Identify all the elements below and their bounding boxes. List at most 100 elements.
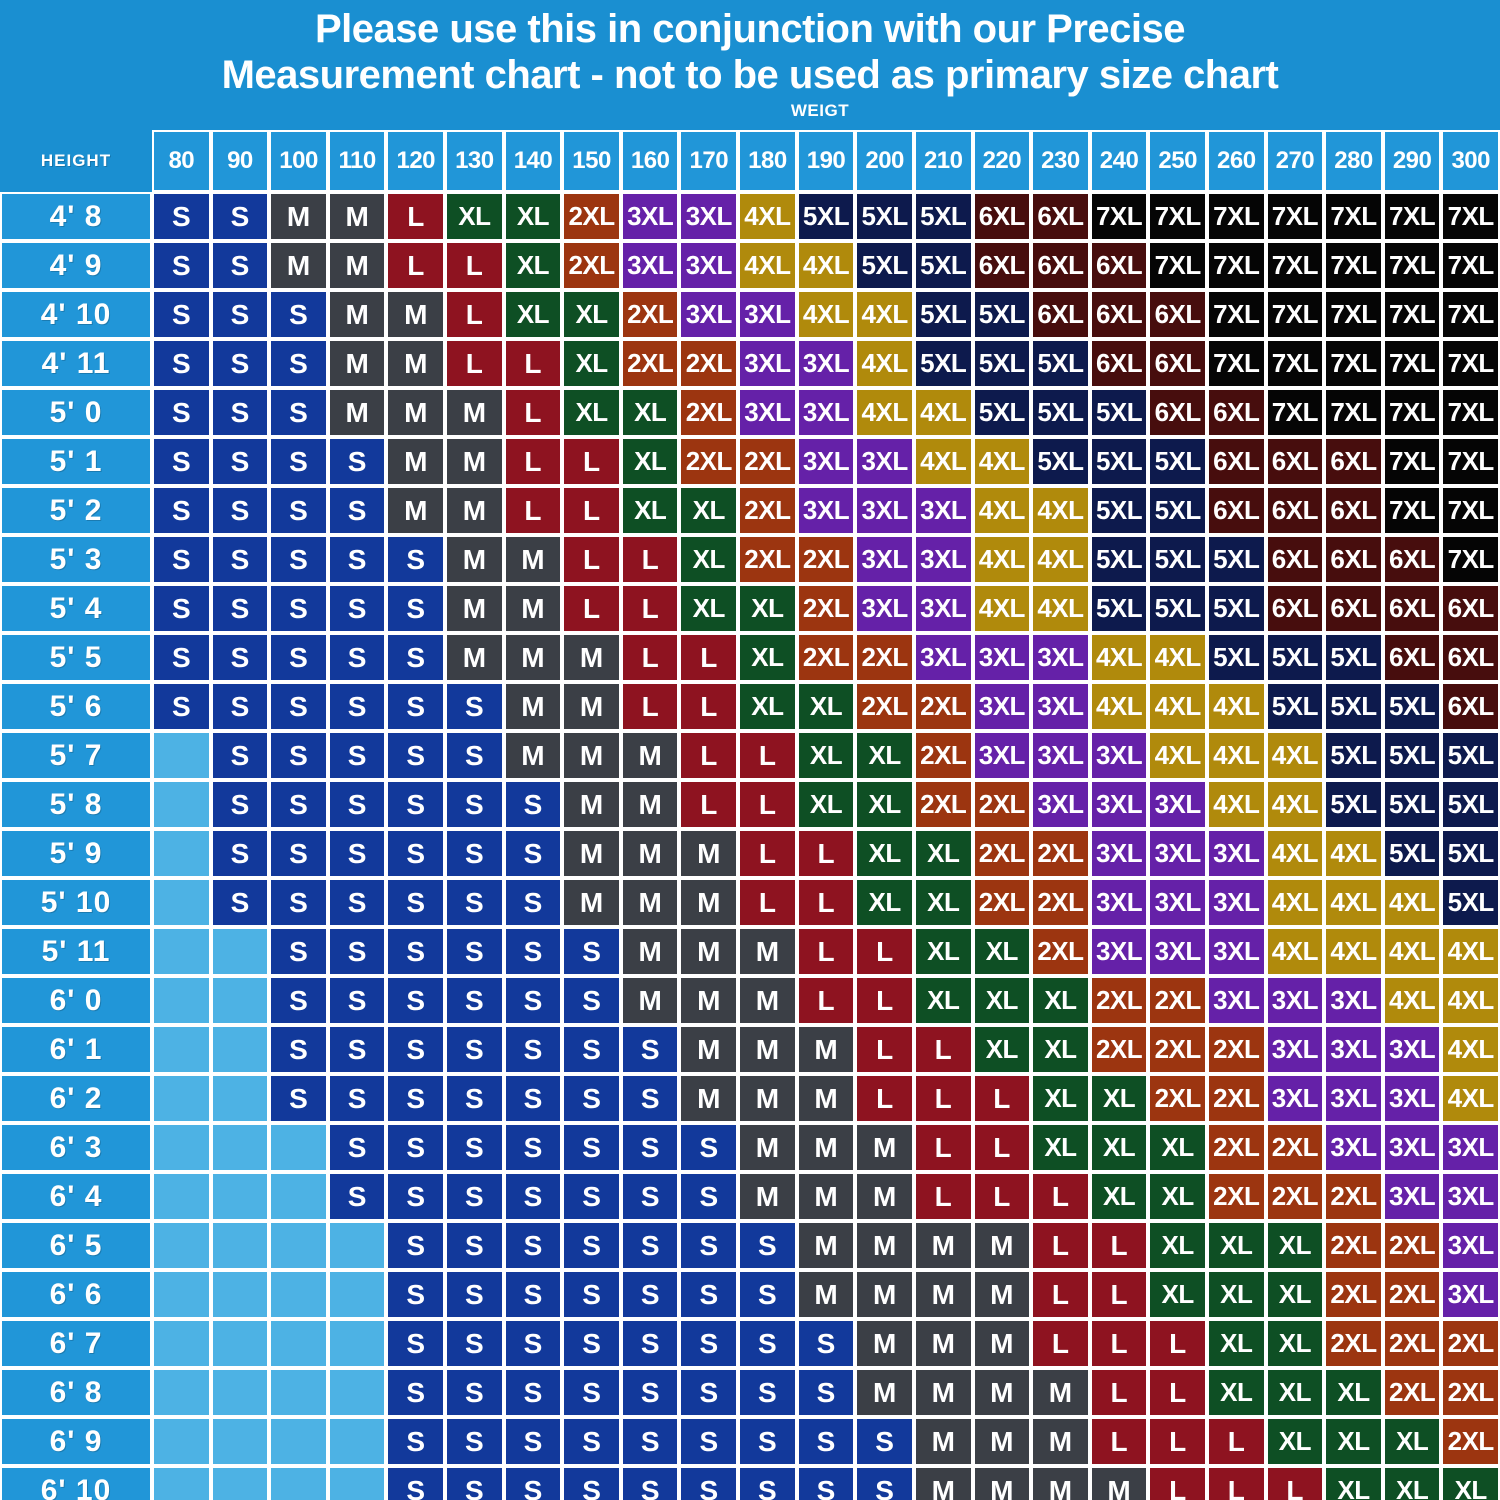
- size-cell: 4XL: [1441, 1025, 1500, 1074]
- size-cell: 5XL: [1324, 633, 1383, 682]
- size-cell: 3XL: [1031, 731, 1090, 780]
- size-cell: 3XL: [679, 192, 739, 241]
- size-cell: M: [386, 290, 446, 339]
- size-cell: L: [1031, 1172, 1090, 1221]
- size-cell: S: [386, 1466, 446, 1500]
- size-cell: M: [327, 192, 387, 241]
- size-cell: S: [503, 1172, 563, 1221]
- size-cell: 3XL: [679, 290, 739, 339]
- size-cell: S: [327, 1025, 387, 1074]
- size-cell: S: [386, 535, 446, 584]
- height-row-header: 6' 9: [0, 1417, 152, 1466]
- size-cell: 7XL: [1324, 192, 1383, 241]
- size-cell: S: [269, 976, 328, 1025]
- table-row: 5' 5 S S S S S M M M L L XL 2XL 2XL 3XL 3XL 3XL 4XL 4XL 5XL…: [0, 633, 1500, 682]
- size-cell: 3XL: [620, 192, 680, 241]
- size-cell: 2XL: [1382, 1368, 1442, 1417]
- size-cell: L: [445, 241, 504, 290]
- size-cell: M: [503, 633, 563, 682]
- size-cell: 7XL: [1441, 290, 1500, 339]
- size-cell: 4XL: [1324, 829, 1383, 878]
- size-cell: 6XL: [1265, 437, 1325, 486]
- weight-column-header: 150: [562, 130, 621, 192]
- height-row-header: 6' 6: [0, 1270, 152, 1319]
- size-cell: L: [1265, 1466, 1325, 1500]
- size-cell: L: [679, 633, 739, 682]
- size-cell: L: [1148, 1368, 1207, 1417]
- weight-column-header: 170: [679, 130, 739, 192]
- size-cell: M: [327, 241, 387, 290]
- size-cell: 2XL: [1089, 976, 1149, 1025]
- size-cell: S: [445, 1417, 504, 1466]
- size-cell: 6XL: [1382, 633, 1442, 682]
- size-cell: XL: [562, 388, 621, 437]
- size-cell: S: [503, 1025, 563, 1074]
- size-grid: HEIGHT 80 90 100 110 120 130 140 150 160 170 180 190…: [0, 130, 1500, 1500]
- size-cell: M: [738, 1025, 797, 1074]
- size-cell: M: [738, 976, 797, 1025]
- size-cell: 2XL: [1382, 1221, 1442, 1270]
- size-cell: M: [562, 878, 621, 927]
- size-cell: M: [562, 829, 621, 878]
- size-cell-empty: [327, 1270, 387, 1319]
- size-cell: S: [386, 780, 446, 829]
- title-line-1: Please use this in conjunction with our …: [314, 7, 1186, 51]
- weight-column-header: 280: [1324, 130, 1383, 192]
- size-cell: 2XL: [913, 682, 973, 731]
- height-row-header: 6' 3: [0, 1123, 152, 1172]
- size-cell: 5XL: [1324, 682, 1383, 731]
- size-cell: 5XL: [972, 290, 1032, 339]
- size-cell: S: [445, 1172, 504, 1221]
- height-row-header: 5' 7: [0, 731, 152, 780]
- size-cell: 6XL: [1441, 682, 1500, 731]
- size-cell: 3XL: [913, 633, 973, 682]
- size-cell: M: [562, 731, 621, 780]
- table-row: 4' 8 S S M M L XL XL 2XL 3XL 3XL 4XL 5XL 5XL 5XL 6XL 6XL…: [0, 192, 1500, 241]
- size-cell: S: [386, 1123, 446, 1172]
- size-cell: 5XL: [1265, 633, 1325, 682]
- size-cell: S: [503, 1074, 563, 1123]
- size-cell: L: [1089, 1417, 1149, 1466]
- weight-column-header: 250: [1148, 130, 1207, 192]
- size-cell-empty: [210, 1368, 270, 1417]
- size-cell: XL: [1148, 1123, 1207, 1172]
- size-cell: 5XL: [1324, 731, 1383, 780]
- size-cell: M: [972, 1270, 1032, 1319]
- size-cell: 3XL: [1089, 731, 1149, 780]
- weight-column-header: 130: [445, 130, 504, 192]
- size-cell: 5XL: [1441, 878, 1500, 927]
- size-cell: 5XL: [1382, 829, 1442, 878]
- size-cell: M: [620, 780, 680, 829]
- height-row-header: 5' 9: [0, 829, 152, 878]
- size-cell-empty: [269, 1172, 328, 1221]
- size-cell: L: [620, 682, 680, 731]
- size-cell: S: [152, 584, 211, 633]
- size-cell: 4XL: [1382, 976, 1442, 1025]
- size-cell-empty: [210, 1466, 270, 1500]
- height-row-header: 6' 7: [0, 1319, 152, 1368]
- size-cell: S: [503, 829, 563, 878]
- size-cell: S: [386, 731, 446, 780]
- size-cell: S: [503, 1368, 563, 1417]
- size-cell: 2XL: [1324, 1270, 1383, 1319]
- size-cell: 3XL: [972, 633, 1032, 682]
- size-cell: S: [210, 290, 270, 339]
- size-cell: S: [738, 1319, 797, 1368]
- size-cell: L: [738, 780, 797, 829]
- size-cell: S: [269, 339, 328, 388]
- size-cell: 3XL: [796, 388, 856, 437]
- size-cell: 3XL: [1324, 976, 1383, 1025]
- size-cell: S: [269, 780, 328, 829]
- size-cell: S: [503, 878, 563, 927]
- size-cell: XL: [738, 633, 797, 682]
- size-cell-empty: [210, 1417, 270, 1466]
- size-cell: S: [327, 437, 387, 486]
- size-cell: M: [679, 927, 739, 976]
- size-cell: XL: [1324, 1368, 1383, 1417]
- size-cell: 4XL: [796, 290, 856, 339]
- size-cell: S: [738, 1466, 797, 1500]
- size-cell: 2XL: [855, 633, 914, 682]
- table-row: 5' 2 S S S S M M L L XL XL 2XL 3XL 3XL 3XL 4XL 4XL 5XL 5XL…: [0, 486, 1500, 535]
- grid-header-row: HEIGHT 80 90 100 110 120 130 140 150 160 170 180 190…: [0, 130, 1500, 192]
- size-cell: 5XL: [1382, 731, 1442, 780]
